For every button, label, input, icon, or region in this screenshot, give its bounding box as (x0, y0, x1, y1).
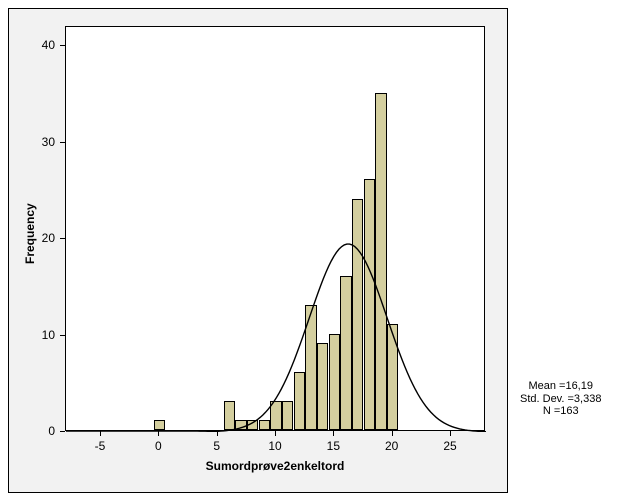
histogram-bar (154, 420, 166, 430)
histogram-bar (352, 199, 364, 430)
histogram-bar (329, 334, 341, 430)
x-tick (158, 431, 159, 436)
plot-area (65, 26, 485, 431)
x-tick-label: 25 (443, 439, 456, 453)
y-axis-label: Frequency (23, 203, 37, 264)
histogram-bar (247, 420, 259, 430)
histogram-bar (259, 420, 271, 430)
stats-n: N =163 (520, 405, 601, 418)
histogram-bar (305, 305, 317, 430)
histogram-bar (224, 401, 236, 430)
y-tick (60, 238, 65, 239)
x-axis-label: Sumordprøve2enkeltord (65, 459, 485, 473)
x-tick-label: -5 (95, 439, 106, 453)
histogram-bar (364, 179, 376, 430)
x-tick (450, 431, 451, 436)
histogram-bar (317, 343, 329, 430)
chart-canvas: 010203040 -50510152025 Frequency Sumordp… (0, 0, 624, 501)
x-tick (100, 431, 101, 436)
x-tick-label: 5 (213, 439, 220, 453)
x-tick (275, 431, 276, 436)
x-tick-label: 0 (155, 439, 162, 453)
y-tick (60, 335, 65, 336)
y-tick (60, 431, 65, 432)
histogram-bar (270, 401, 282, 430)
x-tick (217, 431, 218, 436)
histogram-bar (375, 93, 387, 431)
x-tick (333, 431, 334, 436)
stats-sd: Std. Dev. =3,338 (520, 393, 601, 406)
x-tick-label: 10 (268, 439, 281, 453)
histogram-bar (387, 324, 399, 430)
x-tick (392, 431, 393, 436)
y-tick (60, 45, 65, 46)
y-tick-label: 0 (31, 424, 55, 438)
y-tick-label: 30 (31, 135, 55, 149)
normal-curve (66, 27, 486, 432)
histogram-bar (294, 372, 306, 430)
y-tick-label: 40 (31, 38, 55, 52)
x-tick-label: 15 (327, 439, 340, 453)
y-tick (60, 142, 65, 143)
histogram-bar (282, 401, 294, 430)
stats-block: Mean =16,19 Std. Dev. =3,338 N =163 (520, 380, 601, 418)
stats-mean: Mean =16,19 (520, 380, 601, 393)
x-tick-label: 20 (385, 439, 398, 453)
histogram-bar (235, 420, 247, 430)
histogram-bar (340, 276, 352, 430)
y-tick-label: 10 (31, 328, 55, 342)
